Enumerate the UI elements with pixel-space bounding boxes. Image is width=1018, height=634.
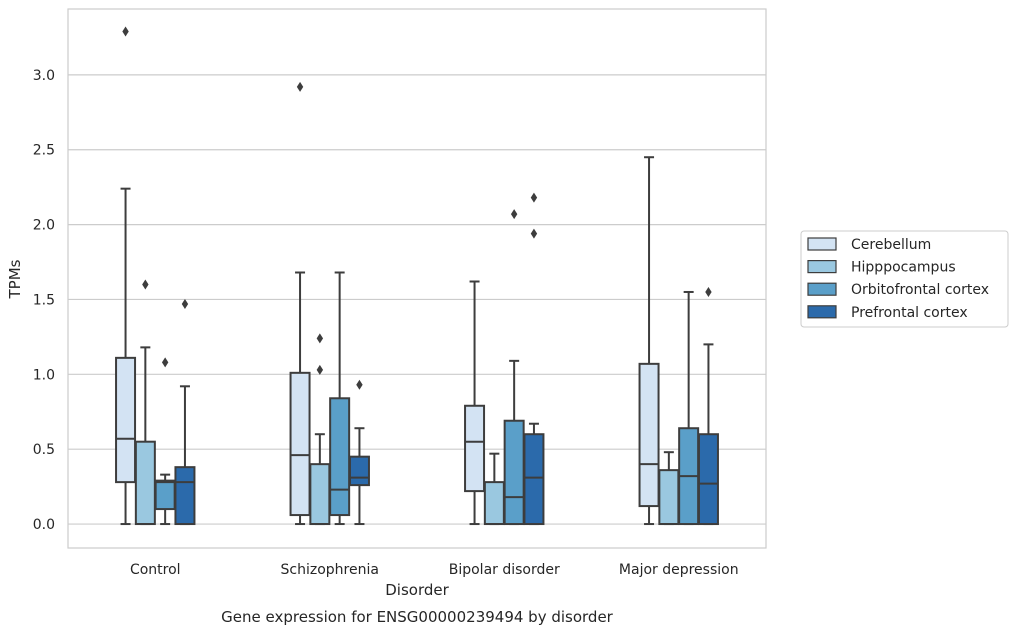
box-2-1 <box>483 452 505 526</box>
y-axis-label: TPMs <box>6 259 24 299</box>
outlier-point <box>530 192 538 203</box>
x-tick-label: Bipolar disorder <box>449 562 560 578</box>
box-body <box>309 463 331 526</box>
plot-frame <box>67 8 767 549</box>
x-tick-label: Control <box>130 562 181 578</box>
boxes <box>115 26 719 526</box>
box-1-0 <box>289 81 311 526</box>
outlier-point <box>181 298 189 309</box>
outlier-point <box>316 364 324 375</box>
box-body <box>134 440 156 526</box>
y-tick-labels: 0.0 0.5 1.0 1.5 2.0 2.5 3.0 <box>33 68 55 533</box>
legend-swatch <box>807 260 837 274</box>
outlier-point <box>296 81 304 92</box>
box-3-2 <box>678 290 700 526</box>
y-tick-label: 1.5 <box>33 292 55 308</box>
y-tick-label: 3.0 <box>33 68 55 84</box>
box-body <box>523 433 545 526</box>
y-tick-label: 0.5 <box>33 442 55 458</box>
legend-label: Hipppocampus <box>851 260 956 276</box>
legend-swatch <box>807 305 837 319</box>
box-body <box>464 404 486 493</box>
x-tick-label: Major depression <box>619 562 739 578</box>
box-body <box>638 362 660 508</box>
box-body <box>329 397 351 517</box>
legend-swatch <box>807 282 837 296</box>
box-body <box>154 479 176 511</box>
legend-item: Prefrontal cortex <box>807 305 968 321</box>
legend-label: Prefrontal cortex <box>851 305 968 321</box>
outlier-point <box>161 357 169 368</box>
box-0-3 <box>174 298 196 526</box>
box-1-3 <box>348 379 370 526</box>
box-body <box>174 466 196 526</box>
box-2-0 <box>464 280 486 526</box>
box-1-1 <box>309 333 331 526</box>
box-body <box>115 356 137 484</box>
y-tick-label: 2.5 <box>33 143 55 159</box>
box-3-1 <box>658 451 680 526</box>
outlier-point <box>316 333 324 344</box>
box-2-3 <box>523 192 545 526</box>
legend-items: Cerebellum Hipppocampus Orbitofrontal cort… <box>807 237 989 321</box>
box-body <box>697 433 719 526</box>
x-axis-label: Disorder <box>385 581 449 599</box>
outlier-point <box>142 279 149 290</box>
box-1-2 <box>329 271 351 526</box>
box-3-0 <box>638 156 660 526</box>
box-3-3 <box>697 286 719 526</box>
legend-swatch <box>807 237 837 251</box>
box-0-1 <box>134 279 156 526</box>
box-body <box>348 455 370 487</box>
box-2-2 <box>503 209 525 526</box>
x-tick-labels: Control Schizophrenia Bipolar disorder Majo… <box>130 562 739 578</box>
box-0-0 <box>115 26 137 526</box>
y-tick-label: 0.0 <box>33 517 55 533</box>
box-body <box>503 419 525 526</box>
outlier-point <box>705 286 712 297</box>
outlier-point <box>122 26 129 37</box>
legend-item: Cerebellum <box>807 237 931 253</box>
legend-item: Hipppocampus <box>807 260 956 276</box>
x-tick-label: Schizophrenia <box>281 562 379 578</box>
y-tick-label: 1.0 <box>33 367 55 383</box>
outlier-point <box>356 379 363 390</box>
legend-label: Cerebellum <box>851 237 931 253</box>
legend-item: Orbitofrontal cortex <box>807 282 989 298</box>
figure-caption: Gene expression for ENSG00000239494 by d… <box>221 608 614 626</box>
gridlines <box>68 74 766 525</box>
legend: Cerebellum Hipppocampus Orbitofrontal cort… <box>800 230 1009 328</box>
box-body <box>658 469 680 526</box>
y-tick-label: 2.0 <box>33 218 55 234</box>
box-body <box>483 481 505 526</box>
outlier-point <box>510 209 518 220</box>
box-0-2 <box>154 357 176 526</box>
outlier-point <box>530 228 538 239</box>
box-body <box>289 371 311 517</box>
legend-frame <box>800 230 1009 328</box>
legend-label: Orbitofrontal cortex <box>851 282 989 298</box>
